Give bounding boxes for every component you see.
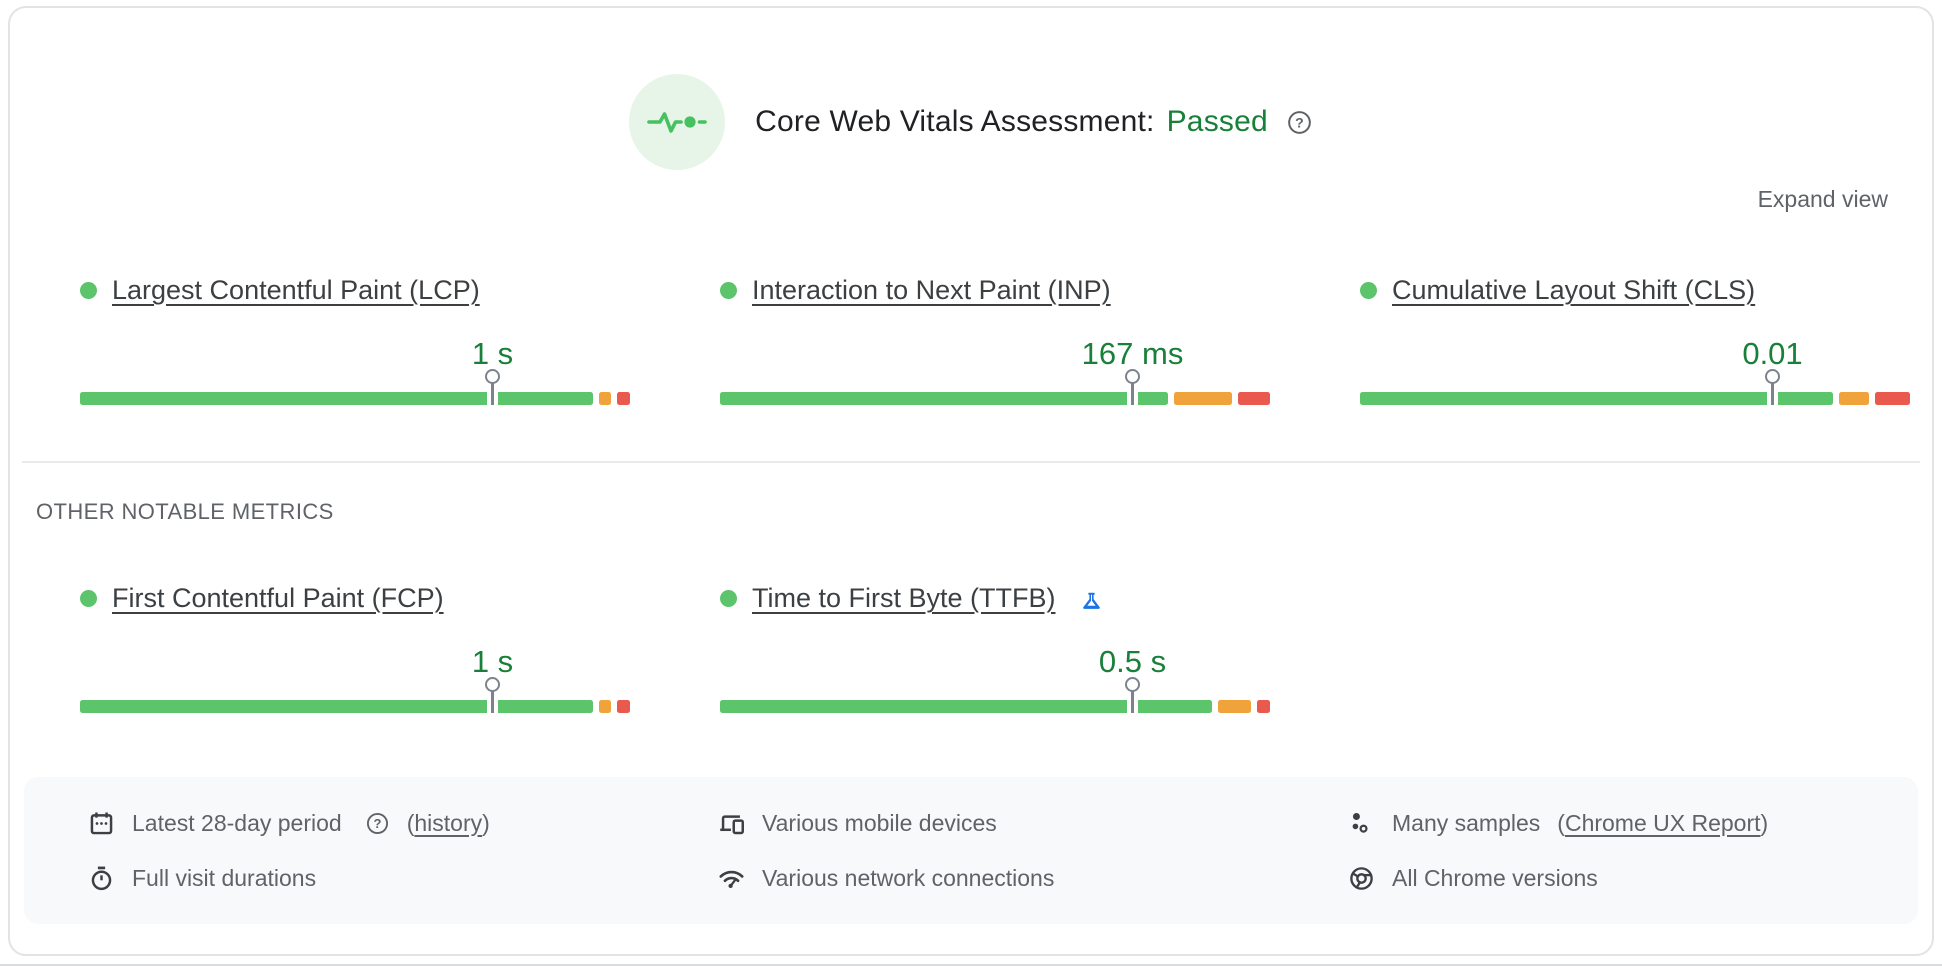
devices-icon bbox=[718, 810, 745, 837]
footer-devices-text: Various mobile devices bbox=[762, 809, 997, 836]
metric-ttfb: Time to First Byte (TTFB) 0.5 s bbox=[720, 583, 1271, 713]
section-divider bbox=[22, 461, 1920, 463]
metric-value: 1 s bbox=[471, 644, 514, 679]
footer-period-text: Latest 28-day period bbox=[132, 809, 342, 836]
good-segment bbox=[1360, 392, 1833, 405]
p75-marker bbox=[1125, 369, 1140, 405]
footer-samples-text: Many samples bbox=[1392, 809, 1541, 836]
poor-segment bbox=[1874, 392, 1911, 405]
paren-close: ) bbox=[1760, 809, 1769, 836]
poor-segment bbox=[1256, 700, 1271, 713]
inp-link[interactable]: Interaction to Next Paint (INP) bbox=[752, 275, 1111, 305]
good-segment bbox=[720, 700, 1213, 713]
footer-column-period: Latest 28-day period ? (history) bbox=[88, 803, 718, 898]
good-status-dot bbox=[80, 282, 97, 299]
footer-durations-text: Full visit durations bbox=[132, 864, 317, 891]
metric-distribution-bar bbox=[1360, 392, 1911, 405]
pulse-icon bbox=[647, 105, 707, 139]
experimental-flask-icon[interactable] bbox=[1079, 588, 1104, 613]
needs-improvement-segment bbox=[1838, 392, 1869, 405]
metric-value: 167 ms bbox=[1081, 336, 1184, 371]
expand-view-button[interactable]: Expand view bbox=[1757, 186, 1888, 212]
svg-text:?: ? bbox=[373, 816, 381, 831]
metric-distribution-bar bbox=[80, 700, 630, 713]
data-source-footer: Latest 28-day period ? (history) bbox=[24, 777, 1918, 924]
good-segment bbox=[80, 392, 593, 405]
footer-item-durations: Full visit durations bbox=[88, 858, 718, 898]
metric-distribution-bar bbox=[720, 392, 1270, 405]
network-icon bbox=[718, 865, 745, 892]
fcp-link[interactable]: First Contentful Paint (FCP) bbox=[112, 583, 444, 613]
p75-marker bbox=[485, 677, 500, 713]
core-metrics-row: Largest Contentful Paint (LCP) 1 s Inter… bbox=[10, 275, 1932, 405]
footer-item-samples: Many samples (Chrome UX Report) bbox=[1348, 803, 1898, 843]
cwv-assessment-card: Core Web Vitals Assessment: Passed ? Exp… bbox=[8, 6, 1934, 956]
ttfb-link[interactable]: Time to First Byte (TTFB) bbox=[752, 583, 1056, 613]
footer-column-devices: Various mobile devices Various network c… bbox=[718, 803, 1348, 898]
metric-value: 0.5 s bbox=[1098, 644, 1167, 679]
pulse-icon-badge bbox=[629, 74, 726, 170]
metric-lcp: Largest Contentful Paint (LCP) 1 s bbox=[80, 275, 630, 405]
footer-item-period: Latest 28-day period ? (history) bbox=[88, 803, 718, 843]
needs-improvement-segment bbox=[1173, 392, 1232, 405]
metric-inp: Interaction to Next Paint (INP) 167 ms bbox=[720, 275, 1270, 405]
assessment-header: Core Web Vitals Assessment: Passed ? bbox=[10, 74, 1932, 170]
assessment-title: Core Web Vitals Assessment: bbox=[755, 105, 1155, 138]
good-segment bbox=[80, 700, 593, 713]
samples-icon bbox=[1348, 810, 1375, 837]
needs-improvement-segment bbox=[599, 392, 611, 405]
good-status-dot bbox=[720, 282, 737, 299]
good-status-dot bbox=[1360, 282, 1377, 299]
good-segment bbox=[720, 392, 1168, 405]
poor-segment bbox=[616, 700, 630, 713]
good-status-dot bbox=[720, 590, 737, 607]
metric-fcp: First Contentful Paint (FCP) 1 s bbox=[80, 583, 630, 713]
crux-report-link[interactable]: Chrome UX Report bbox=[1564, 809, 1761, 836]
footer-item-network: Various network connections bbox=[718, 858, 1348, 898]
metric-value: 0.01 bbox=[1742, 336, 1803, 371]
metric-cls: Cumulative Layout Shift (CLS) 0.01 bbox=[1360, 275, 1911, 405]
footer-chrome-text: All Chrome versions bbox=[1392, 864, 1598, 891]
footer-network-text: Various network connections bbox=[762, 864, 1055, 891]
page-bottom-separator bbox=[0, 964, 1942, 966]
stopwatch-icon bbox=[88, 865, 115, 892]
expand-view-row: Expand view bbox=[10, 186, 1932, 213]
poor-segment bbox=[616, 392, 630, 405]
p75-marker bbox=[485, 369, 500, 405]
svg-text:?: ? bbox=[1295, 114, 1304, 130]
footer-item-chrome: All Chrome versions bbox=[1348, 858, 1898, 898]
cls-link[interactable]: Cumulative Layout Shift (CLS) bbox=[1392, 275, 1756, 305]
footer-item-devices: Various mobile devices bbox=[718, 803, 1348, 843]
paren-close: ) bbox=[482, 809, 490, 836]
paren-open: ( bbox=[1557, 809, 1565, 836]
good-status-dot bbox=[80, 590, 97, 607]
other-metrics-heading: OTHER NOTABLE METRICS bbox=[36, 499, 334, 524]
history-link[interactable]: history bbox=[414, 809, 483, 836]
poor-segment bbox=[1237, 392, 1270, 405]
lcp-link[interactable]: Largest Contentful Paint (LCP) bbox=[112, 275, 480, 305]
p75-marker bbox=[1765, 369, 1780, 405]
other-metrics-row: First Contentful Paint (FCP) 1 s Time to… bbox=[10, 583, 1932, 713]
period-help-icon[interactable]: ? bbox=[365, 811, 390, 836]
metric-distribution-bar bbox=[720, 700, 1271, 713]
needs-improvement-segment bbox=[599, 700, 611, 713]
calendar-icon bbox=[88, 810, 115, 837]
footer-column-samples: Many samples (Chrome UX Report) All Chro… bbox=[1348, 803, 1898, 898]
metric-distribution-bar bbox=[80, 392, 630, 405]
chrome-icon bbox=[1348, 865, 1375, 892]
help-icon[interactable]: ? bbox=[1286, 109, 1313, 136]
assessment-status: Passed bbox=[1166, 105, 1268, 138]
paren-open: ( bbox=[406, 809, 415, 836]
needs-improvement-segment bbox=[1218, 700, 1251, 713]
p75-marker bbox=[1125, 677, 1140, 713]
metric-value: 1 s bbox=[471, 336, 514, 371]
